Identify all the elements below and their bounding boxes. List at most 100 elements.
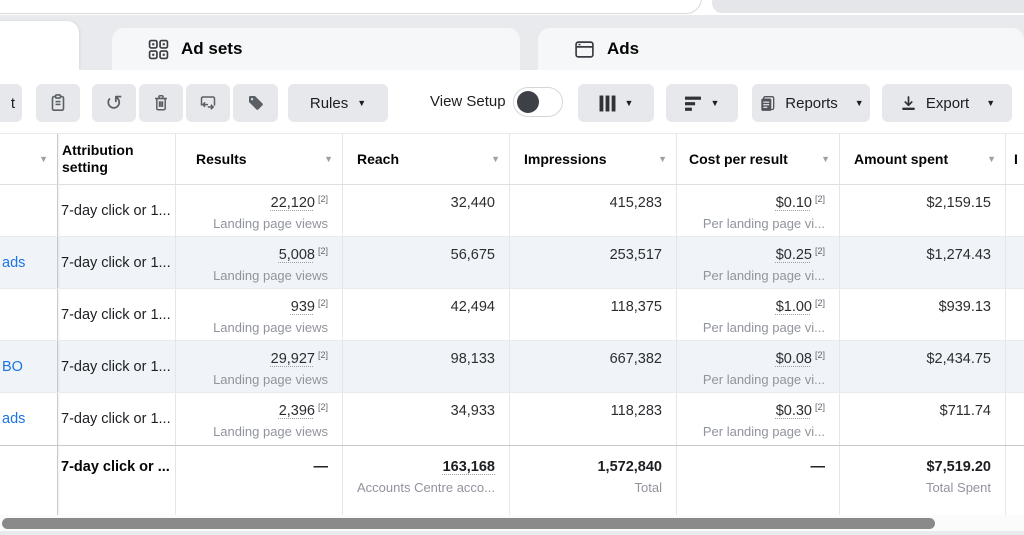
export-label: Export: [925, 94, 970, 112]
table-row[interactable]: ads 7-day click or 1... 5,008 [2] Landing…: [0, 237, 1024, 289]
overflow-cell: [1005, 185, 1024, 236]
spent-cell: $711.74: [839, 393, 1005, 445]
totals-spent-cell: $7,519.20 Total Spent: [839, 446, 1005, 515]
footnote-ref: [2]: [317, 350, 328, 360]
clipboard-icon: [48, 93, 68, 113]
sort-caret-icon: ▼: [987, 154, 996, 164]
impressions-cell: 118,283: [509, 393, 676, 445]
tab-ads-label: Ads: [607, 39, 640, 58]
cost-cell: $0.30 [2] Per landing page vi...: [676, 393, 839, 445]
reach-cell: 98,133: [342, 341, 509, 392]
sort-caret-icon: ▼: [39, 154, 48, 164]
edit-button-label: t: [10, 94, 15, 112]
attribution-cell: 7-day click or 1...: [57, 341, 175, 392]
tab-campaigns-remnant[interactable]: [0, 21, 79, 70]
attribution-cell: 7-day click or 1...: [57, 185, 175, 236]
adset-name-link[interactable]: BO: [2, 358, 23, 375]
ab-test-icon: [198, 93, 218, 113]
sort-caret-icon: ▼: [491, 154, 500, 164]
duplicate-button[interactable]: [36, 84, 80, 122]
column-header-next-partial[interactable]: I: [1005, 134, 1024, 184]
breakdown-icon: [684, 95, 702, 112]
footnote-ref: [2]: [814, 350, 825, 360]
totals-attribution-cell: 7-day click or ...: [57, 446, 175, 515]
edit-button-partial[interactable]: t: [0, 84, 22, 122]
reports-dropdown-button[interactable]: Reports ▼: [752, 84, 870, 122]
impressions-cell: 667,382: [509, 341, 676, 392]
table-row[interactable]: 7-day click or 1... 939 [2] Landing page …: [0, 289, 1024, 341]
tab-ads[interactable]: Ads: [538, 28, 1024, 70]
reach-cell: 34,933: [342, 393, 509, 445]
spent-cell: $2,159.15: [839, 185, 1005, 236]
overflow-cell: [1005, 446, 1024, 515]
cost-header-label: Cost per result: [689, 151, 788, 167]
results-cell: 939 [2] Landing page views: [175, 289, 342, 340]
totals-reach-cell: 163,168 Accounts Centre acco...: [342, 446, 509, 515]
table-row[interactable]: ads 7-day click or 1... 2,396 [2] Landing…: [0, 393, 1024, 445]
horizontal-scrollbar-thumb[interactable]: [2, 518, 935, 529]
tab-bar: Ad sets Ads: [0, 15, 1024, 70]
overflow-cell: [1005, 289, 1024, 340]
name-cell: [0, 289, 57, 340]
reports-label: Reports: [785, 94, 838, 112]
trash-icon: [151, 93, 171, 113]
columns-icon: [599, 95, 616, 112]
chevron-down-icon: ▼: [710, 98, 720, 108]
breakdown-dropdown-button[interactable]: ▼: [666, 84, 738, 122]
footnote-ref: [2]: [814, 194, 825, 204]
footnote-ref: [2]: [317, 246, 328, 256]
adset-name-link[interactable]: ads: [2, 254, 26, 271]
horizontal-scrollbar-track[interactable]: [0, 515, 1024, 531]
attribution-cell: 7-day click or 1...: [57, 289, 175, 340]
spent-header-label: Amount spent: [854, 151, 949, 167]
delete-button[interactable]: [139, 84, 183, 122]
ab-test-button[interactable]: [186, 84, 230, 122]
footnote-ref: [2]: [317, 298, 328, 308]
table-header-row: ▼ Attribution setting Results ▼ Reach ▼ …: [0, 133, 1024, 185]
view-setup-label: View Setup: [430, 93, 506, 110]
spent-cell: $2,434.75: [839, 341, 1005, 392]
column-header-name[interactable]: ▼: [0, 134, 57, 184]
undo-icon: ↺: [105, 91, 123, 115]
column-header-reach[interactable]: Reach ▼: [342, 134, 509, 184]
impressions-header-label: Impressions: [524, 151, 607, 167]
tag-button[interactable]: [233, 84, 278, 122]
column-header-amount-spent[interactable]: Amount spent ▼: [839, 134, 1005, 184]
totals-cost-cell: —: [676, 446, 839, 515]
table-row[interactable]: BO 7-day click or 1... 29,927 [2] Landing…: [0, 341, 1024, 393]
totals-results-cell: —: [175, 446, 342, 515]
chevron-down-icon: ▼: [854, 98, 864, 108]
rules-dropdown-button[interactable]: Rules ▼: [288, 84, 388, 122]
cost-cell: $0.08 [2] Per landing page vi...: [676, 341, 839, 392]
adset-name-link[interactable]: ads: [2, 411, 26, 427]
chevron-down-icon: ▼: [986, 98, 996, 108]
undo-button[interactable]: ↺: [92, 84, 136, 122]
results-cell: 2,396 [2] Landing page views: [175, 393, 342, 445]
overflow-cell: [1005, 393, 1024, 445]
column-header-attribution[interactable]: Attribution setting: [57, 134, 175, 184]
footnote-ref: [2]: [317, 194, 328, 204]
sort-caret-icon: ▼: [821, 154, 830, 164]
columns-dropdown-button[interactable]: ▼: [578, 84, 654, 122]
column-header-cost-per-result[interactable]: Cost per result ▼: [676, 134, 839, 184]
attribution-header-label: Attribution setting: [62, 142, 134, 175]
overflow-cell: [1005, 237, 1024, 288]
spent-cell: $939.13: [839, 289, 1005, 340]
reach-cell: 56,675: [342, 237, 509, 288]
chevron-down-icon: ▼: [624, 98, 634, 108]
export-dropdown-button[interactable]: Export ▼: [882, 84, 1012, 122]
column-header-impressions[interactable]: Impressions ▼: [509, 134, 676, 184]
tab-ad-sets[interactable]: Ad sets: [112, 28, 520, 70]
overflow-cell: [1005, 341, 1024, 392]
name-cell: ads: [0, 237, 57, 288]
search-bar-remnant: [0, 0, 702, 14]
chevron-down-icon: ▼: [357, 98, 367, 108]
results-cell: 29,927 [2] Landing page views: [175, 341, 342, 392]
column-header-results[interactable]: Results ▼: [175, 134, 342, 184]
table-row[interactable]: 7-day click or 1... 22,120 [2] Landing pa…: [0, 185, 1024, 237]
view-setup-toggle[interactable]: [513, 87, 563, 117]
date-range-remnant[interactable]: [712, 0, 1024, 13]
impressions-cell: 118,375: [509, 289, 676, 340]
bottom-strip: [0, 531, 1024, 535]
impressions-cell: 253,517: [509, 237, 676, 288]
